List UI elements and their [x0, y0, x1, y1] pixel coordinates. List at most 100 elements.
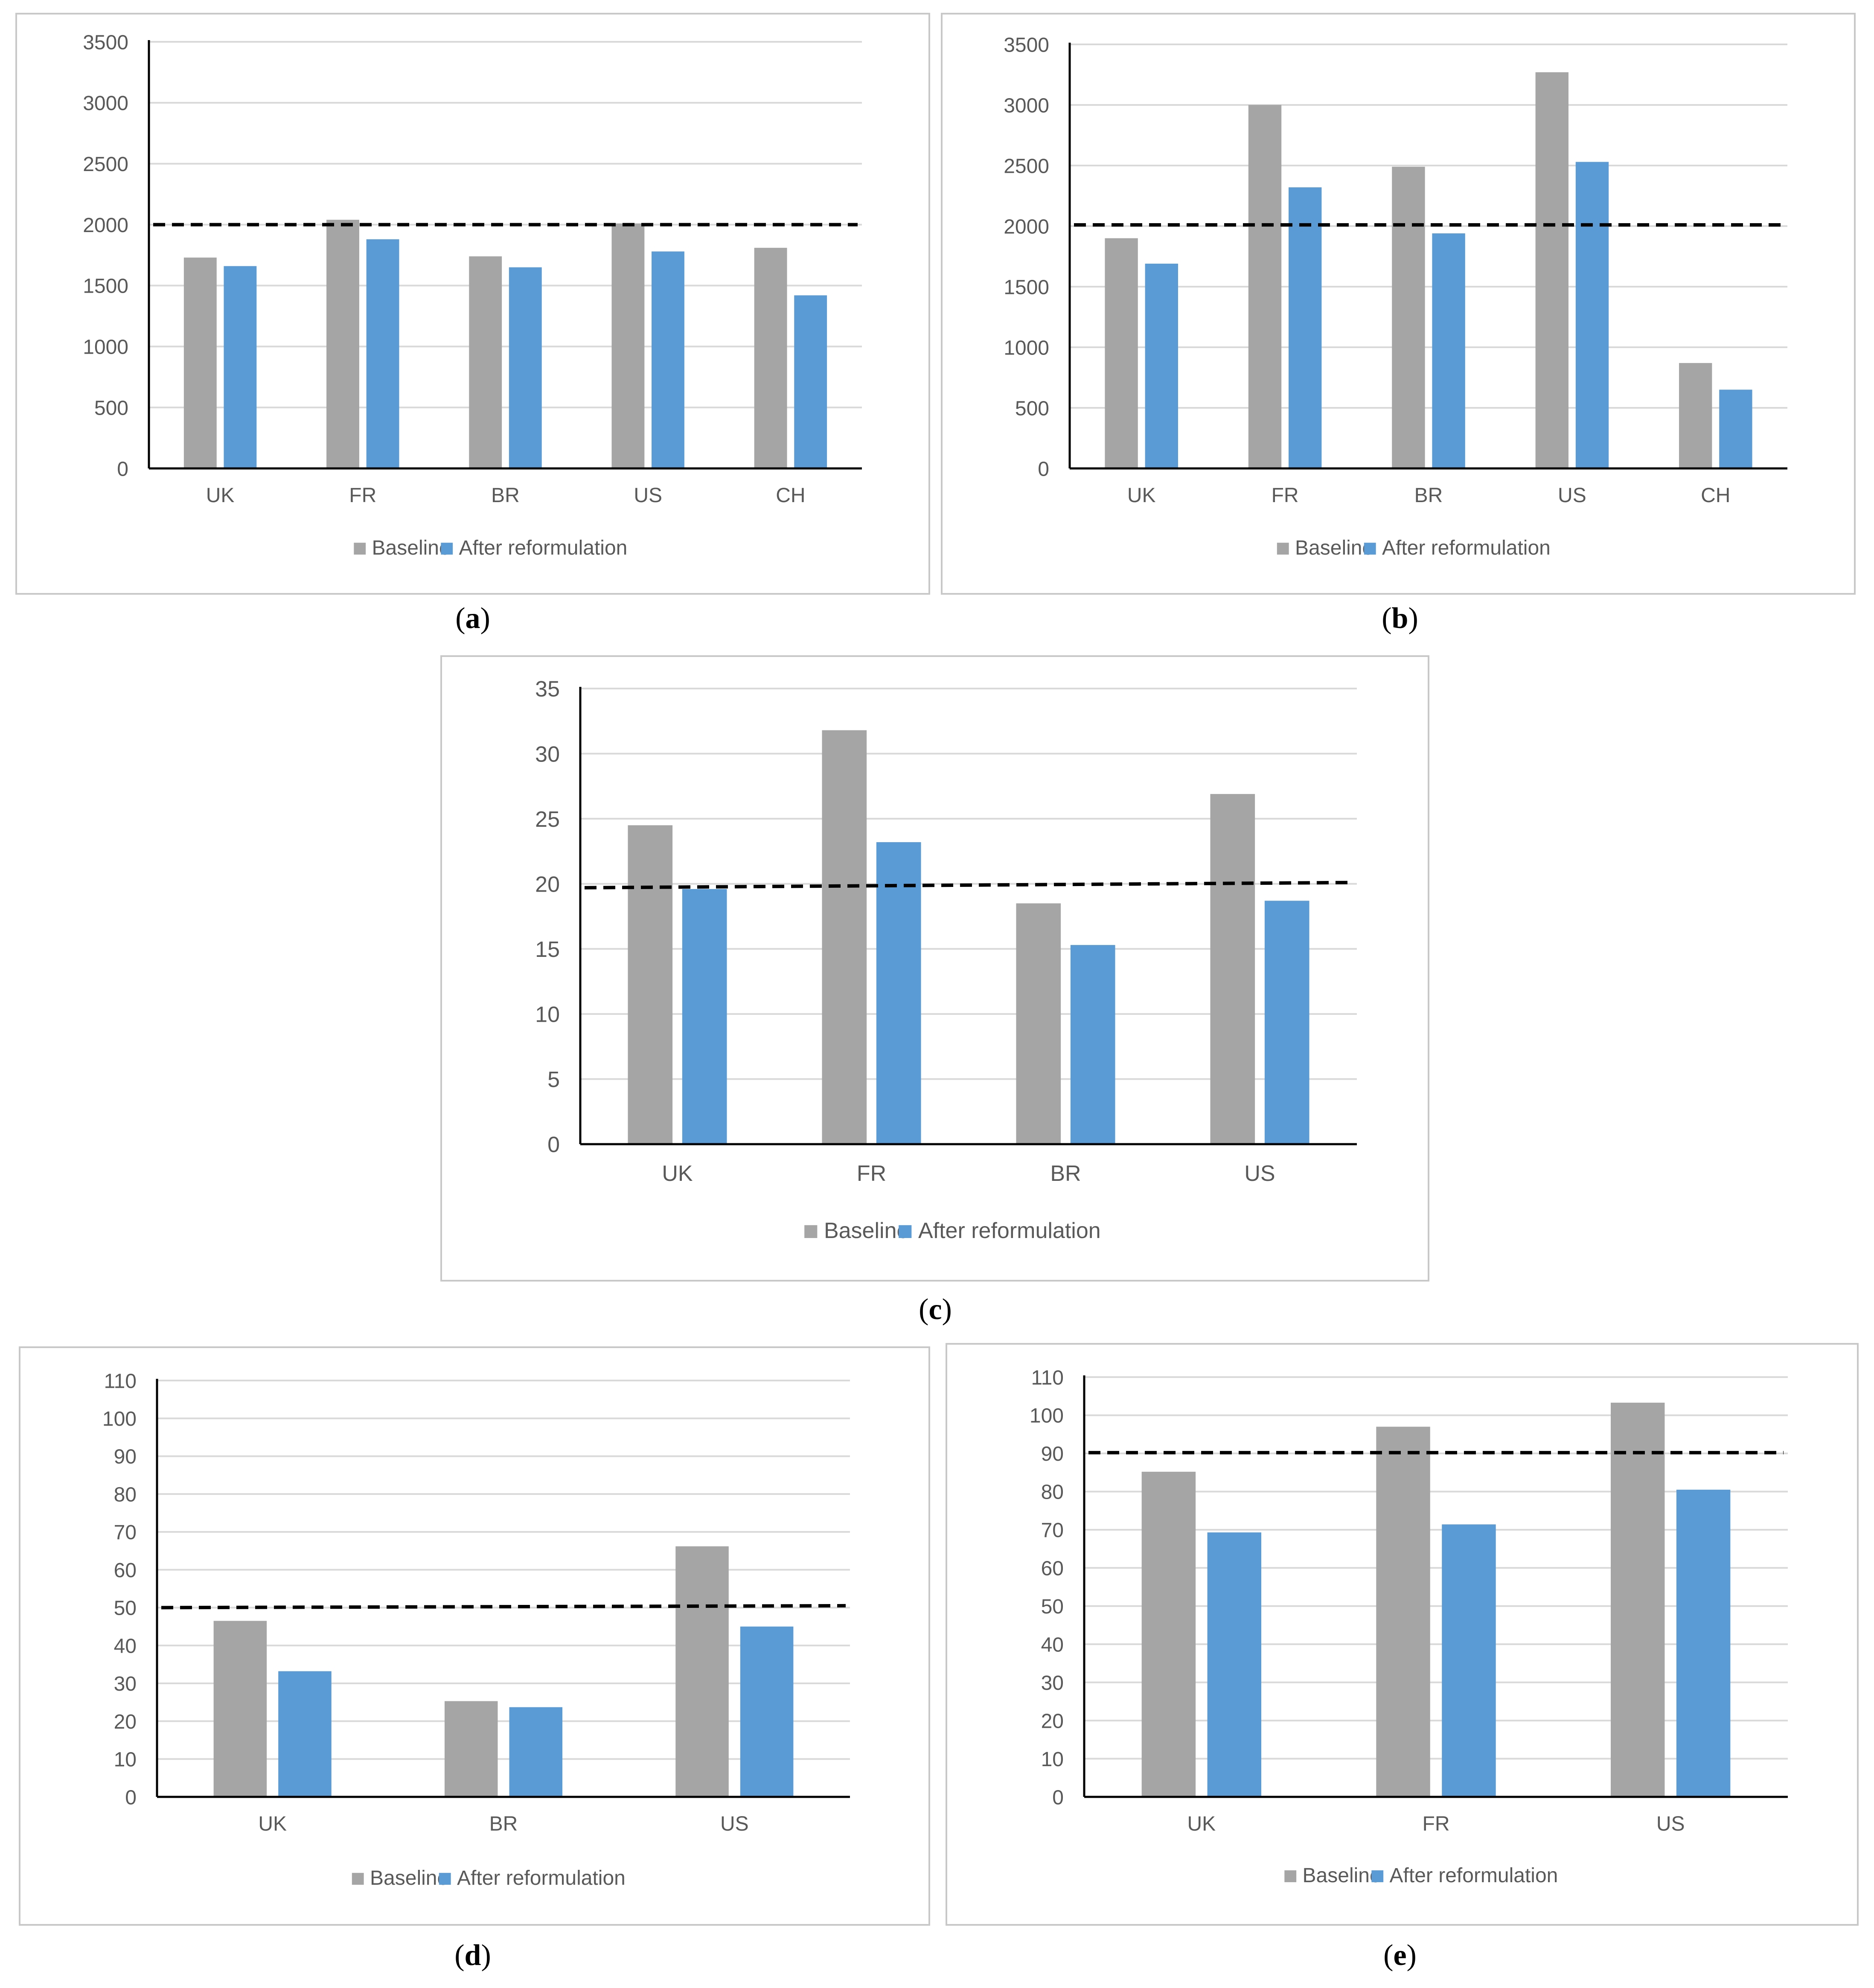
ytick-label-e-2: 20 — [1041, 1710, 1064, 1732]
legend-label-c-baseline: Baseline — [824, 1218, 909, 1243]
xtick-label-a-br: BR — [491, 484, 520, 507]
ytick-label-e-3: 30 — [1041, 1672, 1064, 1694]
ytick-label-a-2: 1000 — [83, 336, 128, 359]
ytick-label-e-11: 110 — [1031, 1366, 1064, 1389]
bar-d-after-br — [509, 1707, 563, 1797]
legend-label-a-baseline: Baseline — [372, 537, 451, 559]
ytick-label-d-8: 80 — [114, 1483, 137, 1506]
chart-e: 0 10 20 30 40 50 60 70 80 90 100 110 UK FR US Baseline A… — [1030, 1366, 1788, 1887]
caption-d-letter: d — [464, 1939, 481, 1972]
bar-b-baseline-ch — [1679, 363, 1712, 468]
xtick-label-a-ch: CH — [776, 484, 805, 507]
legend-label-b-baseline: Baseline — [1295, 537, 1373, 559]
xtick-label-b-br: BR — [1414, 484, 1443, 507]
ytick-label-b-0: 0 — [1038, 458, 1049, 480]
xtick-label-a-us: US — [634, 484, 662, 507]
bar-c-after-uk — [682, 889, 727, 1144]
ytick-label-c-1: 5 — [547, 1067, 560, 1092]
ytick-label-b-4: 2000 — [1004, 215, 1049, 238]
ytick-label-d-7: 70 — [114, 1521, 137, 1544]
legend-swatch-d-baseline — [352, 1873, 364, 1885]
bar-e-after-fr — [1442, 1524, 1496, 1797]
ytick-label-b-6: 3000 — [1004, 94, 1049, 117]
xtick-label-c-uk: UK — [662, 1161, 693, 1186]
bar-a-baseline-fr — [326, 220, 359, 468]
caption-a: (a) — [455, 602, 490, 635]
caption-e: (e) — [1383, 1939, 1417, 1972]
ytick-label-c-7: 35 — [535, 677, 560, 702]
xtick-label-e-fr: FR — [1423, 1813, 1450, 1835]
chart-d: 0 10 20 30 40 50 60 70 80 90 100 110 UK BR US Baseline A… — [102, 1370, 850, 1889]
bar-b-baseline-uk — [1105, 238, 1138, 468]
ytick-label-e-5: 50 — [1041, 1596, 1064, 1618]
ytick-label-e-8: 80 — [1041, 1481, 1064, 1504]
legend-swatch-b-baseline — [1277, 543, 1289, 555]
legend-swatch-a-baseline — [354, 543, 366, 555]
ytick-label-e-0: 0 — [1052, 1786, 1064, 1809]
bar-c-after-fr — [876, 842, 921, 1144]
chart-c: 0 5 10 15 20 25 30 35 UK FR BR US Baseline After refo… — [535, 677, 1357, 1243]
ytick-label-a-0: 0 — [117, 458, 128, 480]
xtick-label-a-uk: UK — [206, 484, 235, 507]
xtick-label-b-us: US — [1558, 484, 1586, 507]
legend-label-b-after: After reformulation — [1382, 537, 1551, 559]
xtick-label-e-us: US — [1656, 1813, 1685, 1835]
ytick-label-c-2: 10 — [535, 1003, 560, 1027]
caption-b: (b) — [1382, 602, 1418, 635]
ytick-label-a-3: 1500 — [83, 275, 128, 298]
bar-b-after-fr — [1289, 187, 1322, 468]
legend-label-d-baseline: Baseline — [370, 1867, 448, 1889]
legend-swatch-c-after — [899, 1225, 912, 1238]
ytick-label-e-9: 90 — [1041, 1443, 1064, 1465]
bar-a-baseline-br — [469, 256, 502, 468]
xtick-label-c-us: US — [1244, 1161, 1275, 1186]
bar-e-after-us — [1676, 1489, 1731, 1797]
caption-c-letter: c — [928, 1293, 942, 1326]
bar-b-after-ch — [1719, 389, 1752, 468]
caption-b-letter: b — [1391, 602, 1408, 635]
bar-a-after-br — [509, 267, 542, 468]
ytick-label-e-10: 100 — [1030, 1405, 1064, 1427]
chart-a: 0 500 1000 1500 2000 2500 3000 3500 UK FR BR US CH Ba… — [83, 31, 862, 559]
ytick-label-d-3: 30 — [114, 1673, 137, 1695]
bar-e-baseline-fr — [1376, 1427, 1430, 1797]
bar-a-baseline-uk — [183, 257, 217, 468]
bar-c-baseline-br — [1016, 903, 1061, 1144]
xtick-label-b-uk: UK — [1127, 484, 1156, 507]
ytick-label-d-9: 90 — [114, 1446, 137, 1468]
ytick-label-a-7: 3500 — [83, 31, 128, 54]
reference-line-c — [584, 881, 1353, 889]
caption-a-letter: a — [465, 602, 480, 635]
legend-label-d-after: After reformulation — [457, 1867, 626, 1889]
ytick-label-b-2: 1000 — [1004, 337, 1049, 359]
ytick-label-d-2: 20 — [114, 1711, 137, 1733]
bar-e-after-uk — [1207, 1532, 1261, 1797]
bar-d-after-uk — [278, 1671, 332, 1797]
caption-c: (c) — [919, 1293, 952, 1326]
caption-d: (d) — [454, 1939, 491, 1972]
legend-swatch-e-baseline — [1284, 1870, 1297, 1882]
legend-label-e-baseline: Baseline — [1303, 1864, 1381, 1887]
ytick-label-c-5: 25 — [535, 807, 560, 832]
legend-label-e-after: After reformulation — [1390, 1864, 1558, 1887]
legend-label-a-after: After reformulation — [459, 537, 628, 559]
xtick-label-d-uk: UK — [258, 1813, 287, 1835]
ytick-label-a-6: 3000 — [83, 92, 128, 115]
bar-c-after-us — [1264, 901, 1309, 1144]
ytick-label-d-5: 50 — [114, 1597, 137, 1620]
ytick-label-e-4: 40 — [1041, 1633, 1064, 1656]
bar-a-baseline-us — [611, 223, 645, 468]
ytick-label-a-1: 500 — [94, 397, 128, 419]
ytick-label-e-6: 60 — [1041, 1558, 1064, 1580]
bar-a-after-uk — [224, 266, 257, 468]
xtick-label-a-fr: FR — [349, 484, 376, 507]
xtick-label-b-fr: FR — [1272, 484, 1299, 507]
bar-b-baseline-fr — [1248, 105, 1282, 468]
ytick-label-e-7: 70 — [1041, 1519, 1064, 1542]
legend-label-c-after: After reformulation — [918, 1218, 1101, 1243]
bar-b-baseline-us — [1535, 72, 1568, 468]
legend-swatch-a-after — [441, 543, 453, 555]
bar-d-baseline-br — [444, 1701, 498, 1797]
ytick-label-c-6: 30 — [535, 742, 560, 767]
ytick-label-d-11: 110 — [104, 1370, 137, 1392]
